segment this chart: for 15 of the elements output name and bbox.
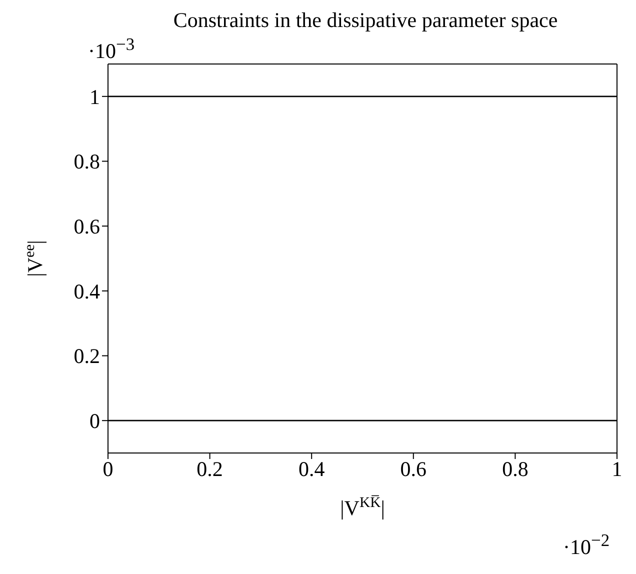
chart-title: Constraints in the dissipative parameter space [172, 8, 559, 33]
y-tick-label: 0.6 [74, 214, 100, 239]
x-tick-label: 0.8 [502, 456, 528, 481]
text: ·10$^{−2}$ [563, 530, 610, 560]
y-tick-label: 0 [90, 409, 100, 434]
y-tick-label: 0.8 [74, 150, 100, 174]
y-tick-label: 0.2 [74, 344, 100, 368]
x-axis-title: |V$^{KK̅}$| [340, 494, 385, 520]
x-tick-label: 1 [612, 456, 622, 481]
y-tick-label: 1 [90, 84, 100, 109]
x-tick-label: 0.2 [196, 456, 223, 481]
x-tick-label: 0.4 [298, 456, 326, 481]
text: ·10$^{−3}$ [88, 34, 135, 64]
y-tick-label: 0.4 [74, 279, 100, 304]
x-tick-label: 0.6 [400, 456, 427, 481]
